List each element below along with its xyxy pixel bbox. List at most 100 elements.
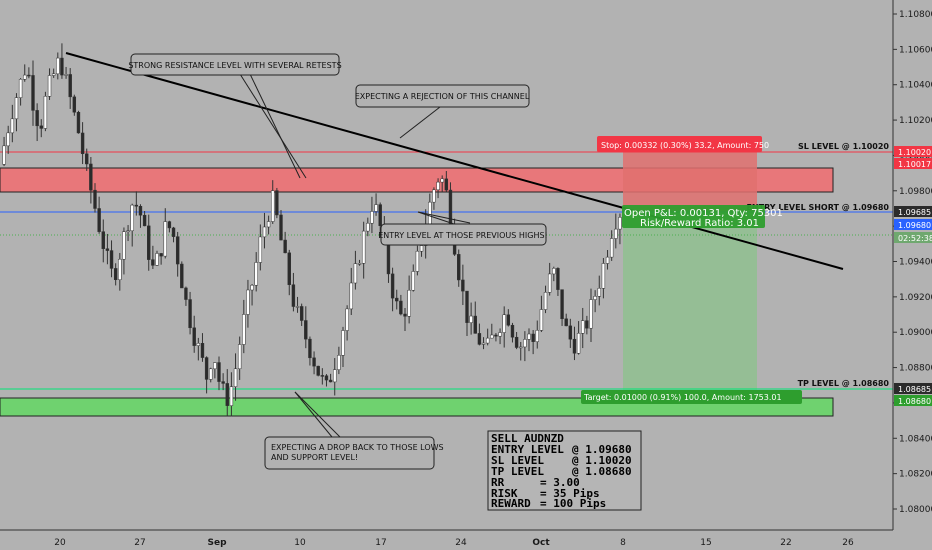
candle-body — [262, 226, 267, 238]
summary-risk-val: = 35 Pips — [540, 487, 600, 500]
candle-body — [531, 333, 535, 342]
candle-body — [51, 73, 56, 76]
open-pl-tag — [622, 205, 765, 228]
candle-body — [461, 279, 465, 292]
candle-body — [279, 214, 283, 241]
candle-body — [134, 204, 139, 207]
candle-body — [481, 342, 486, 345]
candle-body — [403, 313, 407, 317]
summary-title: SELL AUDNZD — [491, 432, 564, 445]
stop-zone[interactable] — [623, 143, 757, 212]
channel-callout-text: EXPECTING A REJECTION OF THIS CHANNEL — [355, 92, 530, 101]
price-tag-entry-bottom — [894, 219, 932, 230]
candle-body — [47, 75, 52, 97]
candle-body — [361, 230, 366, 264]
candle-body — [151, 259, 155, 266]
candle-body — [390, 273, 395, 299]
time-axis-tick-label: 8 — [620, 538, 626, 548]
candle-body — [271, 190, 275, 222]
candle-body — [213, 362, 217, 370]
candle-body — [585, 320, 589, 329]
candle-body — [113, 268, 118, 280]
candle-body — [39, 125, 43, 129]
target-tag — [581, 390, 802, 404]
candle-body — [333, 369, 337, 383]
summary-risk-key: RISK — [491, 487, 518, 500]
stop-tag-text: Stop: 0.00332 (0.30%) 33.2, Amount: 750 — [601, 141, 769, 150]
candle-body — [229, 386, 234, 406]
channel-pointer — [399, 106, 441, 139]
tp-level-label: TP LEVEL @ 1.08680 — [798, 379, 890, 388]
candle-body — [122, 231, 126, 260]
candle-body — [457, 254, 461, 281]
candle-body — [27, 74, 31, 77]
candle-body — [490, 334, 494, 339]
candle-body — [171, 227, 176, 237]
candle-body — [328, 379, 333, 383]
candle-body — [349, 282, 353, 310]
price-tag-tp-bottom — [894, 395, 932, 406]
candle-body — [299, 306, 304, 321]
candle-body — [287, 252, 291, 285]
time-axis-tick-label: 24 — [455, 538, 467, 548]
candle-body — [374, 204, 378, 212]
summary-sl-key: SL LEVEL — [491, 454, 544, 467]
target-tag-text: Target: 0.01000 (0.91%) 100.0, Amount: 1… — [583, 393, 782, 402]
candle-body — [568, 325, 573, 340]
candle-body — [85, 153, 89, 165]
candle-body — [60, 57, 64, 76]
candle-body — [2, 145, 6, 165]
candle-body — [572, 338, 577, 354]
candle-body — [601, 263, 606, 289]
price-tag-entry-top — [894, 206, 932, 217]
candle-body — [498, 332, 502, 337]
lows-callout[interactable] — [264, 436, 435, 470]
candle-body — [312, 357, 316, 367]
candle-body — [477, 333, 482, 345]
candle-body — [204, 357, 209, 380]
price-axis[interactable]: 1.108001.106001.104001.102001.100001.098… — [893, 10, 932, 515]
entry-callout[interactable] — [380, 223, 547, 246]
candle-body — [411, 271, 415, 291]
candle-body — [547, 273, 552, 293]
candle-body — [589, 299, 593, 329]
descending-trendline[interactable] — [65, 52, 844, 270]
stop-tag — [597, 136, 762, 152]
candle-body — [469, 315, 473, 323]
candle-body — [366, 222, 370, 232]
time-axis[interactable]: 20 27 Sep 10 17 24 Oct 8 15 22 26 — [54, 538, 854, 548]
time-axis-tick-label: Oct — [532, 538, 550, 548]
candle-body — [444, 178, 449, 191]
candle-body — [31, 75, 35, 111]
price-axis-tick-label: 1.10800 — [899, 10, 932, 20]
resistance-callout[interactable] — [130, 53, 340, 76]
candle-body — [192, 327, 196, 346]
candle-body — [200, 343, 205, 358]
summary-rr-key: RR — [491, 476, 505, 489]
candle-body — [465, 290, 469, 323]
candle-body — [14, 97, 19, 120]
candle-body — [237, 344, 242, 370]
candle-body — [130, 204, 134, 232]
candle-body — [514, 336, 519, 348]
target-zone[interactable] — [623, 212, 757, 390]
rr-text: Risk/Reward Ratio: 3.01 — [640, 218, 759, 229]
candle-body — [196, 343, 201, 346]
candle-body — [68, 74, 72, 98]
candle-body — [233, 368, 238, 387]
candle-body — [357, 262, 362, 265]
candle-body — [519, 346, 523, 349]
trade-summary-box — [487, 430, 642, 511]
channel-callout[interactable] — [355, 84, 530, 108]
candle-body — [506, 314, 511, 326]
candle-body — [167, 221, 172, 229]
candle-body — [523, 339, 527, 348]
price-tag-tp-bottom-text: 1.08680 — [898, 397, 931, 406]
candle-body — [576, 333, 581, 354]
price-axis-tick-label: 1.08200 — [899, 470, 932, 480]
price-tag-stop-bottom — [894, 158, 932, 169]
candle-body — [419, 245, 424, 252]
candle-body — [43, 96, 48, 129]
